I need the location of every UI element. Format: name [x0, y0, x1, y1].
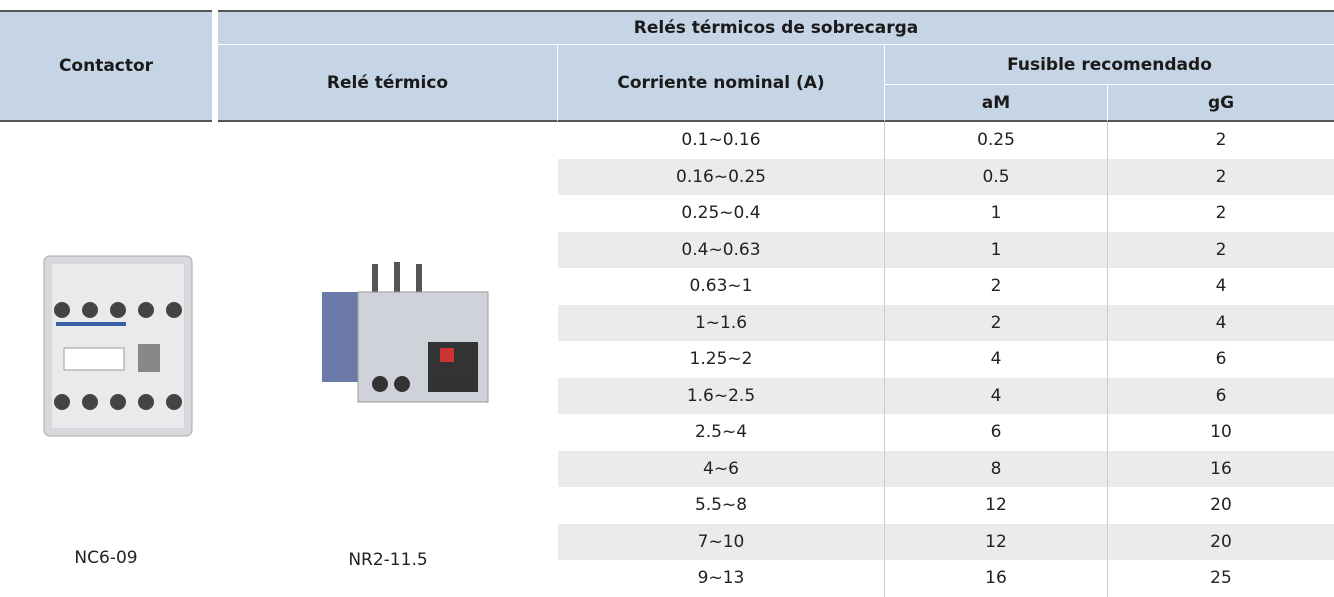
header-am: aM	[885, 85, 1108, 122]
gg-cell: 2	[1108, 231, 1334, 268]
current-cell: 7~10	[558, 523, 885, 560]
header-group: Relés térmicos de sobrecarga	[218, 10, 1334, 45]
current-cell: 1.25~2	[558, 341, 885, 378]
header-relay: Relé térmico	[218, 45, 558, 122]
am-cell: 2	[885, 268, 1108, 305]
gg-cell: 4	[1108, 268, 1334, 305]
header-current: Corriente nominal (A)	[558, 45, 885, 122]
gg-cell: 25	[1108, 560, 1334, 597]
gg-cell: 4	[1108, 304, 1334, 341]
am-cell: 1	[885, 231, 1108, 268]
header-gg: gG	[1108, 85, 1334, 122]
am-cell: 2	[885, 304, 1108, 341]
gg-cell: 20	[1108, 523, 1334, 560]
current-cell: 1~1.6	[558, 304, 885, 341]
am-cell: 1	[885, 195, 1108, 232]
gg-cell: 10	[1108, 414, 1334, 451]
current-cell: 0.1~0.16	[558, 122, 885, 159]
current-cell: 0.25~0.4	[558, 195, 885, 232]
current-cell: 0.63~1	[558, 268, 885, 305]
relay-image	[322, 262, 489, 403]
current-cell: 9~13	[558, 560, 885, 597]
gg-cell: 6	[1108, 377, 1334, 414]
current-cell: 0.16~0.25	[558, 158, 885, 195]
am-cell: 12	[885, 487, 1108, 524]
am-cell: 12	[885, 523, 1108, 560]
am-cell: 16	[885, 560, 1108, 597]
contactor-image	[43, 255, 193, 437]
gg-cell: 2	[1108, 158, 1334, 195]
am-cell: 4	[885, 377, 1108, 414]
gg-cell: 20	[1108, 487, 1334, 524]
header-fuse: Fusible recomendado	[885, 45, 1334, 85]
am-cell: 0.25	[885, 122, 1108, 159]
current-cell: 0.4~0.63	[558, 231, 885, 268]
gg-cell: 2	[1108, 122, 1334, 159]
current-cell: 4~6	[558, 450, 885, 487]
current-cell: 5.5~8	[558, 487, 885, 524]
relay-model: NR2-11.5	[348, 550, 428, 570]
current-cell: 2.5~4	[558, 414, 885, 451]
am-cell: 4	[885, 341, 1108, 378]
gg-cell: 2	[1108, 195, 1334, 232]
am-cell: 8	[885, 450, 1108, 487]
gg-cell: 16	[1108, 450, 1334, 487]
am-cell: 0.5	[885, 158, 1108, 195]
current-cell: 1.6~2.5	[558, 377, 885, 414]
gg-cell: 6	[1108, 341, 1334, 378]
header-contactor: Contactor	[0, 10, 212, 122]
am-cell: 6	[885, 414, 1108, 451]
contactor-model: NC6-09	[74, 548, 138, 568]
